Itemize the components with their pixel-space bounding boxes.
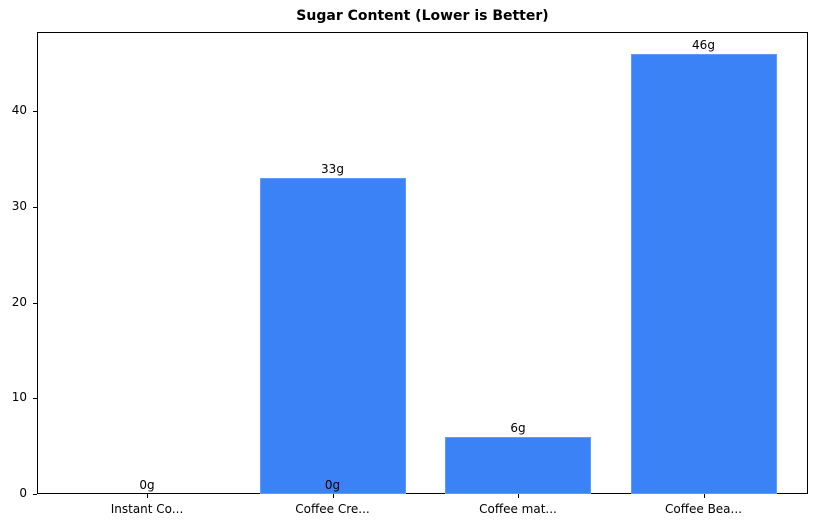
bar-value-label: 0g xyxy=(139,478,155,492)
bar xyxy=(445,436,591,494)
x-tick-mark xyxy=(518,494,519,498)
y-tick-mark xyxy=(33,207,37,209)
bar-value-label: 6g xyxy=(510,420,526,435)
bar xyxy=(259,178,406,494)
y-tick-mark xyxy=(33,302,37,304)
y-tick-label: 40 xyxy=(11,103,27,118)
bar-value-label: 33g xyxy=(321,162,344,177)
bar-value-label: 46g xyxy=(692,38,715,52)
chart-title: Sugar Content (Lower is Better) xyxy=(296,8,549,24)
x-tick-label: Coffee Bea... xyxy=(665,502,742,516)
x-tick-mark xyxy=(147,494,148,498)
y-tick-mark xyxy=(33,494,37,495)
y-tick-label: 0 xyxy=(19,486,27,500)
y-tick-mark xyxy=(33,398,37,400)
x-tick-mark xyxy=(332,494,334,498)
bar-base-label: 0g xyxy=(324,478,341,492)
bar xyxy=(630,54,777,494)
y-tick-label: 10 xyxy=(11,390,27,405)
x-tick-label: Coffee Cre... xyxy=(295,502,370,516)
y-tick-label: 30 xyxy=(11,199,27,214)
x-tick-mark xyxy=(703,494,705,498)
y-tick-mark xyxy=(33,111,37,113)
plot-area xyxy=(37,32,808,494)
x-tick-label: Coffee mat... xyxy=(479,502,557,516)
y-tick-label: 20 xyxy=(11,294,27,309)
x-tick-label: Instant Co... xyxy=(110,502,184,516)
